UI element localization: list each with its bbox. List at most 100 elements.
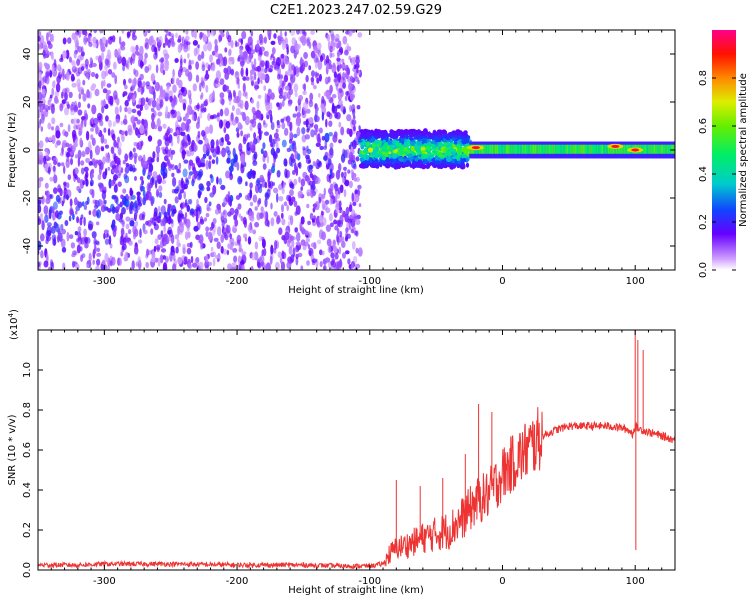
heatmap-cell [212,185,217,195]
heatmap-cell [307,220,311,226]
heatmap-cell [409,157,413,162]
heatmap-cell [112,168,115,174]
heatmap-cell [234,241,238,246]
heatmap-cell [264,92,268,103]
heatmap-cell [131,260,135,270]
heatmap-cell [211,251,216,258]
heatmap-cell [261,249,264,257]
heatmap-cell [147,191,152,201]
heatmap-cell [289,130,293,141]
heatmap-cell [246,133,251,138]
heatmap-cell [50,225,56,234]
heatmap-cell [316,42,322,50]
heatmap-cell [153,245,157,252]
heatmap-cell [305,154,310,160]
heatmap-cell [224,47,228,53]
heatmap-cell [209,124,213,135]
heatmap-cell [191,162,196,171]
heatmap-cell [150,257,156,263]
heatmap-cell [207,261,213,267]
heatmap-cell [188,174,191,180]
heatmap-cell [184,198,188,207]
heatmap-cell [295,245,300,253]
heatmap-cell [270,142,274,148]
heatmap-cell [238,263,242,270]
heatmap-cell [77,46,83,53]
heatmap-cell [356,68,359,74]
heatmap-cell [326,238,332,247]
heatmap-cell [622,144,626,154]
heatmap-cell [412,131,417,135]
heatmap-cell [231,105,235,112]
heatmap-cell [566,144,570,154]
heatmap-cell [251,49,256,54]
heatmap-cell [176,135,180,144]
heatmap-cell [300,216,305,225]
heatmap-cell [141,213,145,221]
heatmap-cell [38,261,41,268]
heatmap-cell [106,83,112,88]
heatmap-cell [85,200,89,206]
colorbar-label: Normalized spectral amplitude [738,73,749,227]
heatmap-cell [328,120,333,127]
heatmap-cell [61,68,65,78]
heatmap-cell [127,128,133,136]
heatmap-cell [160,248,167,253]
heatmap-cell [38,73,42,82]
heatmap-cell [121,30,125,34]
heatmap-cell [212,90,215,100]
heatmap-peak [631,148,640,152]
heatmap-cell [203,43,208,52]
heatmap-cell [647,144,651,154]
heatmap-cell [256,212,261,221]
heatmap-cell [109,36,114,41]
heatmap-cell [54,210,60,219]
heatmap-cell [153,90,156,101]
heatmap-cell [237,122,242,130]
heatmap-cell [328,187,333,195]
spectrogram-cells [38,30,675,270]
heatmap-cell [225,194,230,203]
heatmap-cell [89,149,93,160]
heatmap-cell [166,159,170,167]
heatmap-cell [114,194,118,204]
heatmap-cell [271,61,274,65]
heatmap-cell [342,35,348,45]
heatmap-cell [130,209,133,215]
heatmap-cell [374,153,380,159]
heatmap-cell [292,113,297,118]
heatmap-cell [129,220,135,227]
heatmap-cell [124,84,128,90]
heatmap-cell [121,56,127,67]
heatmap-cell [360,130,365,137]
heatmap-cell [204,73,210,80]
heatmap-cell [644,144,648,154]
heatmap-cell [175,246,179,254]
heatmap-cell [80,160,85,166]
heatmap-cell [145,261,149,269]
heatmap-cell [240,153,246,164]
heatmap-cell [82,201,85,207]
heatmap-cell [295,105,298,112]
heatmap-cell [340,103,344,112]
heatmap-cell [185,177,189,184]
heatmap-cell [126,31,131,38]
heatmap-cell [574,144,578,154]
heatmap-cell [120,120,124,126]
heatmap-cell [38,218,42,225]
heatmap-cell [97,55,102,64]
heatmap-cell [463,130,468,135]
heatmap-cell [262,163,267,170]
heatmap-cell [238,143,243,152]
heatmap-cell [58,210,63,215]
heatmap-cell [177,212,182,223]
heatmap-cell [196,198,199,206]
heatmap-cell [270,244,274,255]
heatmap-cell [356,214,361,220]
heatmap-cell [563,144,567,154]
heatmap-cell [205,84,209,93]
heatmap-cell [151,88,154,95]
heatmap-cell [461,146,467,152]
heatmap-cell [270,202,273,210]
heatmap-cell [302,101,308,112]
